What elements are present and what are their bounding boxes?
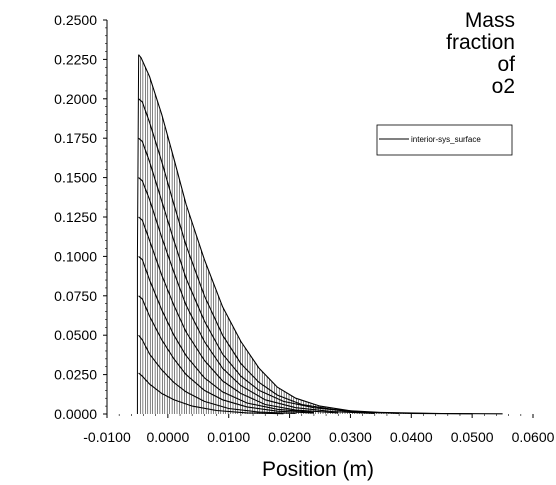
chart-title-line: of [497, 53, 515, 76]
x-tick-label: 0.0400 [390, 429, 433, 445]
series-curve [138, 216, 339, 414]
y-tick-label: 0.2000 [54, 91, 97, 107]
series-curve [138, 372, 284, 415]
series-curve [138, 177, 375, 414]
x-tick-label: 0.0100 [207, 429, 250, 445]
y-tick-label: 0.0000 [54, 406, 97, 422]
y-tick-label: 0.2500 [54, 12, 97, 28]
legend-box [376, 124, 513, 156]
x-tick-label: 0.0600 [512, 429, 555, 445]
series-curve [138, 54, 503, 415]
series-curve [138, 98, 473, 415]
plot-area: -0.0100 0.0000 0.0100 0.0200 0.0300 0.0400 0.0… [54, 12, 554, 445]
chart-title-line: o2 [492, 75, 515, 98]
y-tick-label: 0.0250 [54, 367, 97, 383]
mesh-lines [140, 57, 472, 414]
y-tick-label: 0.1250 [54, 209, 97, 225]
legend-label: interior-sys_surface [411, 135, 481, 144]
x-tick-label: 0.0500 [451, 429, 494, 445]
y-tick-label: 0.1500 [54, 170, 97, 186]
legend: interior-sys_surface [376, 124, 513, 156]
y-tick-label: 0.0500 [54, 327, 97, 343]
chart-title-line: Mass [465, 9, 515, 32]
chart-title-line: fraction [446, 31, 515, 54]
series-curve [138, 137, 400, 414]
series-curve [138, 334, 296, 415]
x-tick-label: 0.0000 [146, 429, 189, 445]
x-axis-title: Position (m) [262, 458, 374, 481]
x-tick-label: -0.0100 [83, 429, 131, 445]
y-axis: 0.0000 0.0250 0.0500 0.0750 0.1000 0.1250 0.15… [54, 12, 108, 422]
x-tick-label: 0.0200 [268, 429, 311, 445]
x-axis: -0.0100 0.0000 0.0100 0.0200 0.0300 0.0400 0.0… [83, 414, 555, 445]
x-tick-label: 0.0300 [329, 429, 372, 445]
series-layer [136, 54, 503, 415]
series-wall [136, 54, 140, 414]
y-tick-label: 0.1750 [54, 130, 97, 146]
y-tick-label: 0.0750 [54, 288, 97, 304]
y-tick-label: 0.2250 [54, 51, 97, 67]
y-tick-label: 0.1000 [54, 248, 97, 264]
